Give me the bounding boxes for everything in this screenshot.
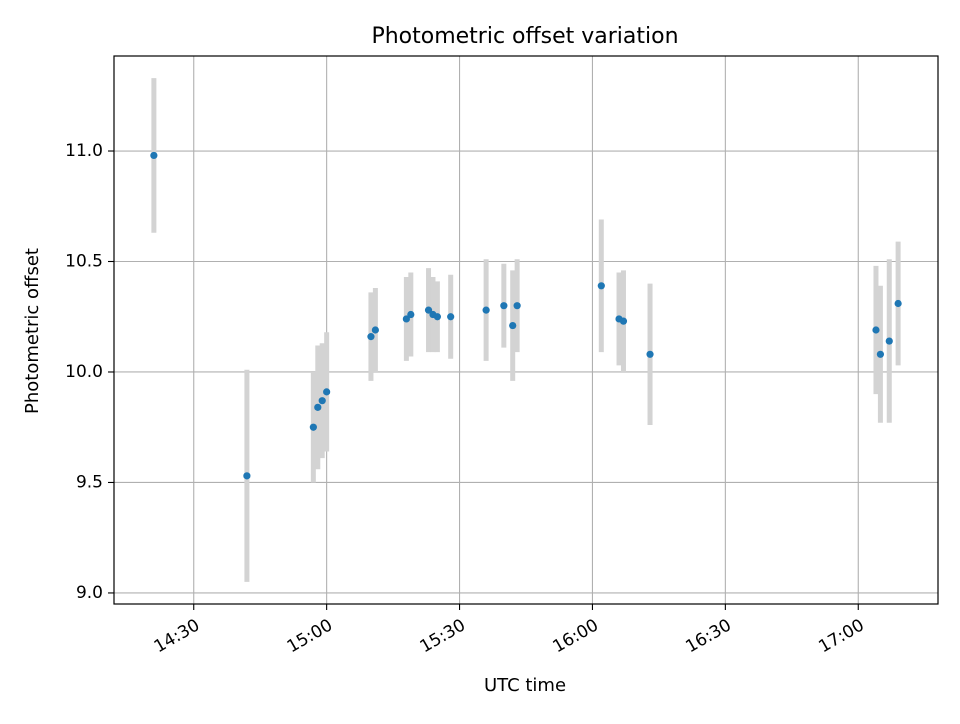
- data-point: [885, 337, 893, 345]
- y-axis-label: Photometric offset: [22, 248, 43, 414]
- data-point: [433, 313, 441, 321]
- data-point: [371, 326, 379, 334]
- data-points: [150, 151, 902, 480]
- data-point: [482, 306, 490, 314]
- data-point: [447, 313, 455, 321]
- data-point: [424, 306, 433, 314]
- data-point: [318, 397, 326, 405]
- data-point: [407, 310, 415, 319]
- grid: [114, 56, 938, 604]
- data-point: [367, 333, 375, 341]
- data-point: [314, 403, 322, 411]
- data-point: [876, 350, 885, 358]
- data-point: [597, 282, 605, 290]
- y-tick-label: 9.0: [76, 583, 103, 603]
- data-point: [513, 302, 521, 310]
- data-point: [323, 388, 331, 396]
- data-point: [619, 317, 628, 325]
- data-point: [150, 151, 158, 160]
- data-point: [646, 350, 654, 358]
- data-point: [309, 423, 317, 431]
- data-point: [894, 299, 902, 308]
- plot-frame: [113, 55, 939, 605]
- data-point: [243, 472, 251, 480]
- y-axis-ticks: 9.0 9.5 10.0 10.5 11.0: [65, 141, 114, 603]
- data-point: [509, 321, 517, 330]
- y-tick-label: 9.5: [76, 472, 103, 492]
- y-tick-label: 11.0: [65, 141, 103, 161]
- data-point: [872, 326, 880, 334]
- chart-title: Photometric offset variation: [371, 24, 678, 49]
- data-point: [500, 302, 508, 310]
- data-point: [402, 315, 410, 323]
- y-tick-label: 10.5: [65, 252, 103, 272]
- x-axis-label: UTC time: [484, 675, 566, 696]
- y-tick-label: 10.0: [65, 362, 103, 382]
